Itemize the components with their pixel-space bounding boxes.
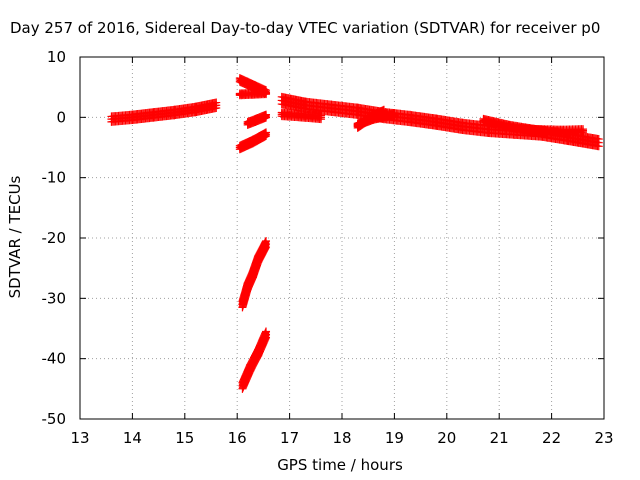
x-tick-label: 21 xyxy=(490,429,509,447)
series-arc-k xyxy=(479,114,588,137)
y-tick-label: -10 xyxy=(42,169,67,187)
data-point xyxy=(212,98,221,107)
x-tick-label: 19 xyxy=(385,429,404,447)
y-tick-label: -40 xyxy=(42,350,67,368)
y-tick-label: -50 xyxy=(42,410,67,428)
series-arc-i xyxy=(277,108,326,124)
plot-area xyxy=(107,74,603,393)
data-point xyxy=(262,128,271,137)
y-tick-label: 0 xyxy=(56,108,66,126)
x-tick-label: 13 xyxy=(70,429,89,447)
series-arc-a xyxy=(107,98,221,126)
series-arc-l xyxy=(353,109,399,130)
plot-frame xyxy=(79,56,605,420)
x-tick-label: 14 xyxy=(123,429,142,447)
series-arc-h xyxy=(277,92,603,151)
series-arc-f xyxy=(238,237,271,312)
y-tick-label: -20 xyxy=(42,229,67,247)
data-point xyxy=(262,327,271,336)
x-tick-label: 18 xyxy=(332,429,351,447)
x-tick-label: 23 xyxy=(594,429,613,447)
x-tick-label: 22 xyxy=(542,429,561,447)
y-axis-label: SDTVAR / TECUs xyxy=(6,175,24,298)
data-point xyxy=(317,111,326,120)
x-tick-label: 16 xyxy=(228,429,247,447)
data-point xyxy=(262,110,271,119)
data-point xyxy=(390,109,399,118)
data-point xyxy=(262,88,271,97)
x-axis-label: GPS time / hours xyxy=(277,456,403,474)
y-tick-label: 10 xyxy=(47,48,66,66)
data-point xyxy=(594,135,603,144)
tick-labels: 13 14 15 16 17 18 19 20 21 22 23 10 0 -10 -20 -30 -40 -50 xyxy=(42,48,614,447)
data-point xyxy=(262,237,271,246)
series-arc-c xyxy=(235,88,271,100)
data-point xyxy=(579,125,588,134)
series-arc-d xyxy=(243,110,271,129)
chart-title: Day 257 of 2016, Sidereal Day-to-day VTE… xyxy=(10,19,600,37)
x-tick-label: 15 xyxy=(175,429,194,447)
y-tick-label: -30 xyxy=(42,289,67,307)
series-arc-e xyxy=(235,128,271,154)
x-tick-label: 17 xyxy=(280,429,299,447)
data-point xyxy=(379,105,388,114)
series-arc-g xyxy=(238,327,271,393)
x-tick-label: 20 xyxy=(437,429,456,447)
